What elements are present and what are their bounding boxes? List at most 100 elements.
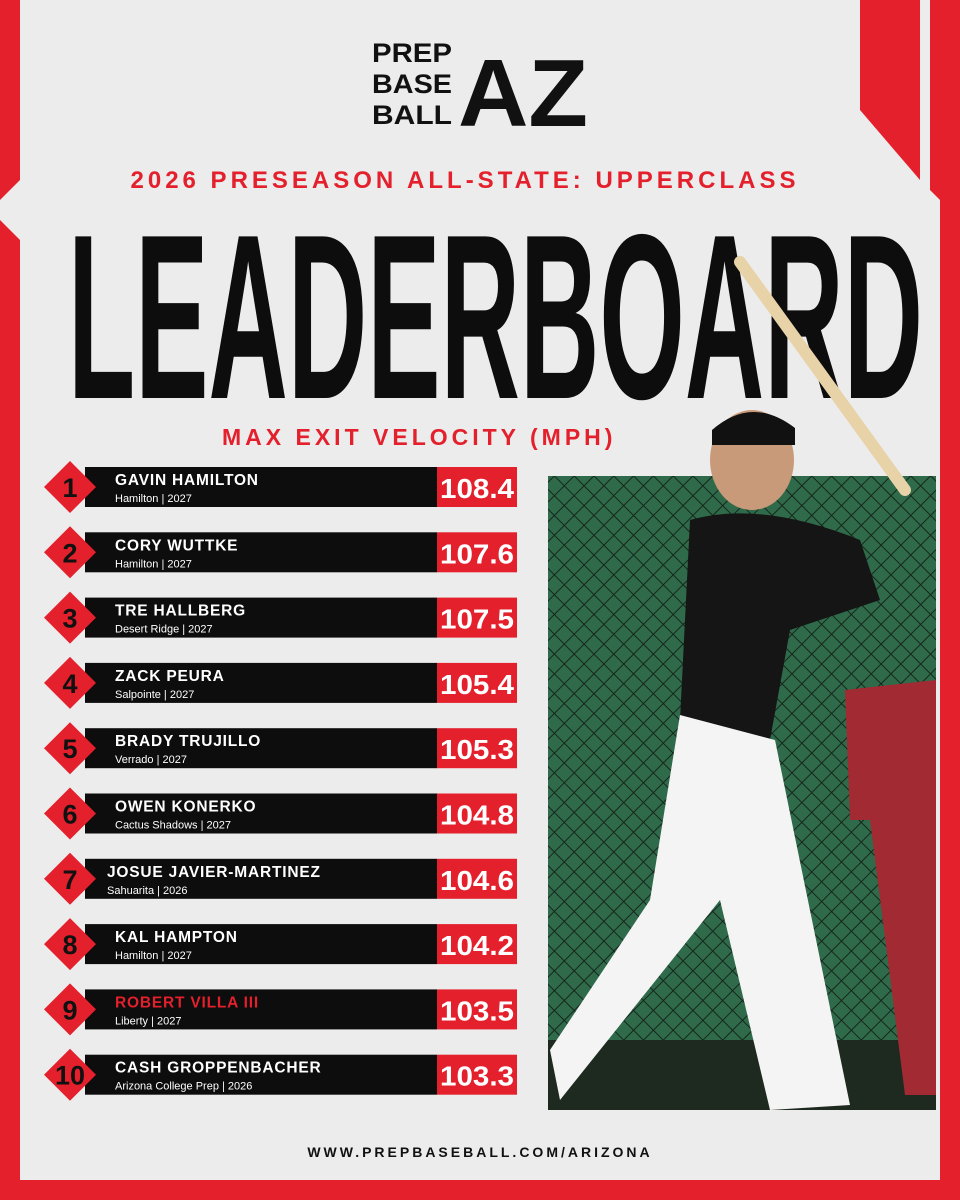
leaderboard-row: 8 KAL HAMPTON Hamilton | 2027 104.2 xyxy=(44,918,517,971)
value-box xyxy=(437,532,517,573)
value-box xyxy=(437,858,517,899)
row-bar xyxy=(85,467,437,507)
teammate xyxy=(845,680,936,1095)
value-box xyxy=(437,924,517,965)
rank-badge xyxy=(44,526,96,579)
row-bar xyxy=(85,924,437,965)
player-info: Desert Ridge | 2027 xyxy=(115,624,213,636)
player-info: Hamilton | 2027 xyxy=(115,493,192,505)
value-box xyxy=(437,989,517,1030)
player-name: ROBERT VILLA III xyxy=(115,994,259,1011)
leaderboard-row: 4 ZACK PEURA Salpointe | 2027 105.4 xyxy=(44,656,517,709)
player-name: OWEN KONERKO xyxy=(115,799,256,816)
exit-velocity: 105.4 xyxy=(440,669,514,700)
leaderboard-row: 7 JOSUE JAVIER-MARTINEZ Sahuarita | 2026 10… xyxy=(44,852,517,905)
edge xyxy=(930,0,960,1200)
logo-text: BASE xyxy=(372,69,452,99)
rank: 4 xyxy=(62,669,77,699)
rank-badge xyxy=(44,787,96,840)
player-info: Hamilton | 2027 xyxy=(115,558,192,570)
value-box xyxy=(437,1054,517,1095)
leaderboard-row: 5 BRADY TRUJILLO Verrado | 2027 105.3 xyxy=(44,722,517,775)
player-name: BRADY TRUJILLO xyxy=(115,733,261,750)
title: LEADERBOARD xyxy=(68,185,923,448)
leaderboard-row: 2 CORY WUTTKE Hamilton | 2027 107.6 xyxy=(44,526,517,579)
value-box xyxy=(437,467,517,507)
row-bar xyxy=(85,858,437,899)
player-pants xyxy=(550,715,850,1110)
rank: 6 xyxy=(62,800,77,830)
edge xyxy=(0,0,20,200)
row-bar xyxy=(85,532,437,573)
rank-badge xyxy=(44,656,96,709)
value-box xyxy=(437,793,517,834)
metric: MAX EXIT VELOCITY (MPH) xyxy=(222,424,616,450)
player-info: Salpointe | 2027 xyxy=(115,689,194,701)
exit-velocity: 104.2 xyxy=(440,930,514,961)
leaderboard-row: 1 GAVIN HAMILTON Hamilton | 2027 108.4 xyxy=(44,461,517,513)
exit-velocity: 105.3 xyxy=(440,734,514,765)
player-name: TRE HALLBERG xyxy=(115,603,246,620)
player-name: KAL HAMPTON xyxy=(115,929,238,946)
leaderboard-row: 3 TRE HALLBERG Desert Ridge | 2027 107.5 xyxy=(44,591,517,644)
row-bar xyxy=(85,793,437,834)
rank: 2 xyxy=(62,538,77,568)
player-name: ZACK PEURA xyxy=(115,668,225,685)
rank-badge xyxy=(44,1048,96,1101)
logo-text: BALL xyxy=(372,100,452,130)
leaderboard-row: 9 ROBERT VILLA III Liberty | 2027 103.5 xyxy=(44,983,517,1036)
value-box xyxy=(437,597,517,638)
rank: 9 xyxy=(62,995,77,1025)
logo-text: PREP xyxy=(372,38,452,68)
rank-badge xyxy=(44,983,96,1036)
subtitle: 2026 PRESEASON ALL-STATE: UPPERCLASS xyxy=(131,167,800,194)
rank-badge xyxy=(44,591,96,644)
exit-velocity: 104.6 xyxy=(440,865,514,896)
player-shirt xyxy=(680,513,880,740)
edge xyxy=(860,0,920,180)
player-name: CORY WUTTKE xyxy=(115,537,238,554)
logo: PREP BASE BALL AZ xyxy=(372,38,588,147)
player-info: Arizona College Prep | 2026 xyxy=(115,1081,252,1093)
exit-velocity: 103.3 xyxy=(440,1061,514,1092)
leaderboard-row: 6 OWEN KONERKO Cactus Shadows | 2027 104.8 xyxy=(44,787,517,840)
row-bar xyxy=(85,1054,437,1095)
player-info: Sahuarita | 2026 xyxy=(107,885,188,897)
rank: 8 xyxy=(62,930,77,960)
player-name: CASH GROPPENBACHER xyxy=(115,1060,321,1077)
rank: 10 xyxy=(55,1061,85,1091)
player-info: Verrado | 2027 xyxy=(115,754,187,766)
leaderboard-row: 10 CASH GROPPENBACHER Arizona College Prep… xyxy=(44,1048,517,1101)
player-name: GAVIN HAMILTON xyxy=(115,472,259,489)
bat xyxy=(734,256,911,496)
player-name: JOSUE JAVIER-MARTINEZ xyxy=(107,864,321,881)
player-helmet xyxy=(712,411,795,445)
player-info: Hamilton | 2027 xyxy=(115,950,192,962)
player-info: Liberty | 2027 xyxy=(115,1015,181,1027)
player-info: Cactus Shadows | 2027 xyxy=(115,820,231,832)
rank: 7 xyxy=(62,865,77,895)
rank: 1 xyxy=(62,473,77,503)
rank: 3 xyxy=(62,604,77,634)
leaderboard: 1 GAVIN HAMILTON Hamilton | 2027 108.4 2 CORY… xyxy=(44,461,517,1101)
exit-velocity: 104.8 xyxy=(440,800,514,831)
rank-badge xyxy=(44,852,96,905)
rank: 5 xyxy=(62,734,77,764)
row-bar xyxy=(85,662,437,703)
photo xyxy=(548,256,936,1110)
exit-velocity: 107.5 xyxy=(440,604,514,635)
bottom-bar xyxy=(0,1180,960,1200)
rank-badge xyxy=(44,918,96,971)
value-box xyxy=(437,662,517,703)
row-bar xyxy=(85,728,437,769)
rank-badge xyxy=(44,722,96,775)
footer-url: WWW.PREPBASEBALL.COM/ARIZONA xyxy=(307,1144,652,1160)
exit-velocity: 107.6 xyxy=(440,538,514,569)
logo-mark: AZ xyxy=(458,40,588,147)
photo-ground xyxy=(548,1040,936,1110)
row-bar xyxy=(85,989,437,1030)
exit-velocity: 108.4 xyxy=(440,473,514,504)
exit-velocity: 103.5 xyxy=(440,995,514,1026)
